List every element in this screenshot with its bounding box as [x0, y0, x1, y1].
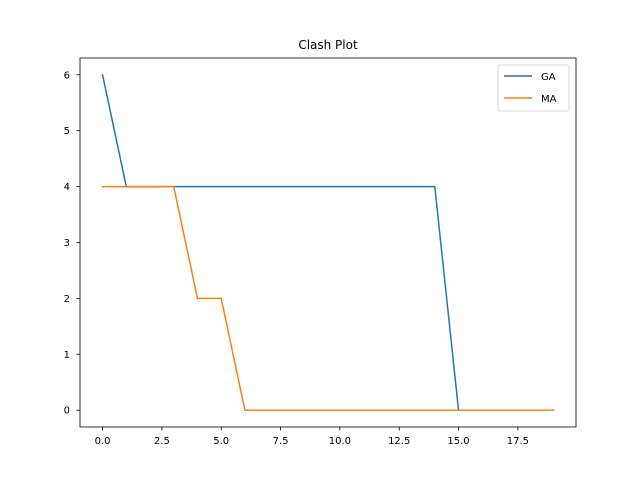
y-tick-label: 1	[64, 350, 70, 361]
y-tick-label: 4	[64, 182, 70, 193]
legend: GA MA	[497, 64, 570, 112]
x-tick-label: 12.5	[388, 436, 410, 447]
x-tick-label: 10.0	[329, 436, 351, 447]
axes-frame	[79, 57, 577, 428]
y-tick-label: 5	[64, 126, 70, 137]
chart-title: Clash Plot	[298, 38, 358, 52]
y-tick-label: 2	[64, 294, 70, 305]
axes: 0.0 2.5 5.0 7.5 10.0 12.5 15.0 17.5 0 1 2 3 4 5 6	[64, 57, 577, 447]
y-tick-label: 0	[64, 406, 70, 417]
x-tick-label: 17.5	[507, 436, 529, 447]
legend-box	[497, 64, 570, 112]
series-line-ga	[101, 73, 555, 411]
y-tick-label: 6	[64, 70, 70, 81]
legend-label-ga: GA	[541, 72, 556, 83]
legend-label-ma: MA	[541, 94, 557, 105]
y-tick-label: 3	[64, 238, 70, 249]
series-line-ma	[101, 185, 555, 411]
plot-area	[101, 73, 555, 411]
x-tick-label: 0.0	[95, 436, 111, 447]
x-tick-label: 7.5	[273, 436, 289, 447]
x-tick-label: 2.5	[154, 436, 170, 447]
x-tick-label: 15.0	[447, 436, 469, 447]
x-tick-label: 5.0	[213, 436, 229, 447]
